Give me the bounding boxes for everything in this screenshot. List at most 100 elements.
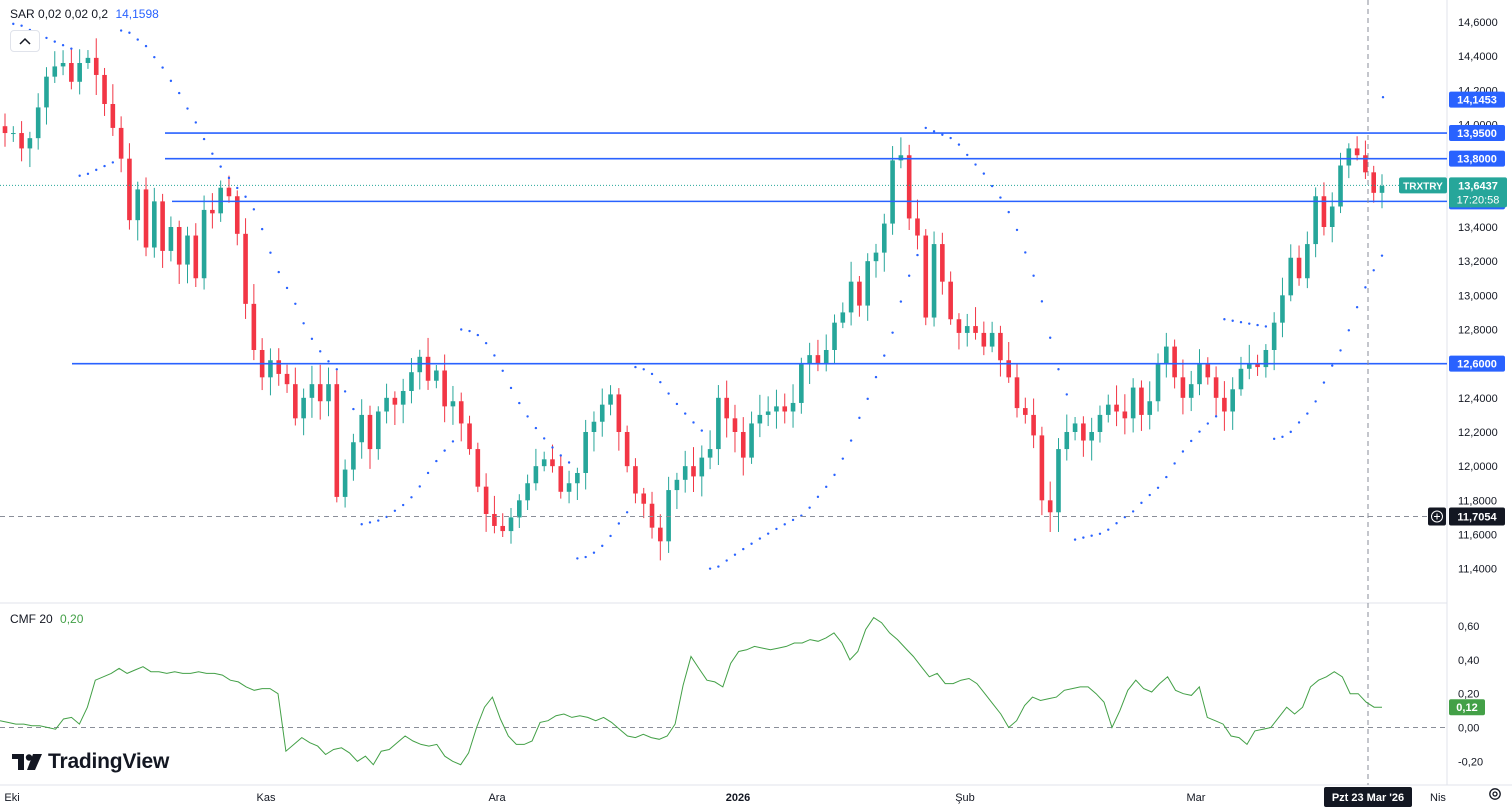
- sar-dot: [883, 354, 886, 357]
- candle-body: [915, 218, 920, 236]
- candle-body: [832, 322, 837, 350]
- sar-dot: [650, 372, 654, 376]
- sar-dot: [841, 457, 845, 460]
- sar-dot: [659, 380, 662, 384]
- sar-dot: [426, 471, 430, 475]
- candle-body: [624, 431, 630, 467]
- level-tag-bg: [1449, 355, 1505, 372]
- candle-body: [19, 133, 24, 149]
- sar-dot: [717, 565, 720, 568]
- candle-body: [1064, 431, 1070, 450]
- sar-dot: [775, 527, 778, 531]
- sar-dot: [61, 44, 65, 47]
- candle-body: [284, 373, 290, 385]
- plus-icon: [1434, 513, 1440, 520]
- candle-body: [458, 401, 464, 424]
- candle-body: [1329, 206, 1335, 227]
- candle-body: [583, 431, 588, 473]
- candle-body: [716, 397, 721, 450]
- candle-body: [1089, 431, 1094, 441]
- sar-dot: [1314, 400, 1317, 403]
- sar-dot: [418, 485, 421, 488]
- candle-body: [367, 414, 373, 450]
- sar-dot: [634, 365, 637, 369]
- candle-body: [1155, 363, 1161, 402]
- candle-body: [865, 261, 870, 306]
- sar-dot: [990, 184, 994, 188]
- sar-legend[interactable]: SAR 0,02 0,02 0,2 14,1598: [10, 7, 159, 21]
- sar-dot: [1289, 430, 1292, 434]
- sar-dot: [1007, 210, 1010, 214]
- axes: 14,600014,400014,200014,000013,800013,60…: [4, 17, 1497, 804]
- sar-dot: [1040, 300, 1044, 303]
- candle-body: [77, 62, 82, 82]
- candle-body: [118, 127, 124, 159]
- cmf-value: 0,20: [60, 612, 84, 626]
- sar-dot: [576, 557, 579, 560]
- time-axis-label: 2026: [726, 792, 750, 804]
- add-alert-button[interactable]: [1428, 507, 1446, 526]
- sar-dot: [700, 429, 703, 432]
- sar-dot: [1355, 306, 1359, 309]
- candle-body: [1097, 414, 1103, 432]
- candle-body: [1238, 368, 1244, 390]
- candle-body: [881, 223, 887, 253]
- sar-dot: [816, 495, 820, 499]
- sar-dot: [136, 38, 139, 41]
- sar-dot: [708, 567, 712, 570]
- grid: [0, 0, 1512, 786]
- candle-body: [906, 155, 912, 219]
- sar-dot: [874, 375, 878, 379]
- candle-body: [392, 397, 398, 405]
- cmf-legend[interactable]: CMF 20 0,20: [10, 612, 83, 626]
- sar-dot: [1107, 528, 1110, 531]
- time-axis-label: Nis: [1430, 792, 1446, 804]
- sar-dot: [1131, 510, 1135, 513]
- sar-dot: [1372, 269, 1375, 272]
- candle-body: [160, 201, 165, 251]
- tradingview-logo[interactable]: TradingView: [12, 750, 169, 774]
- candle-body: [226, 187, 232, 197]
- sar-dot: [377, 519, 380, 522]
- level-tag-bg: [1449, 125, 1505, 142]
- candle-body: [1014, 377, 1020, 409]
- sar-dot: [12, 22, 15, 26]
- sar-dot: [526, 415, 529, 418]
- cmf-line: [0, 616, 1382, 766]
- candle-body: [102, 74, 107, 104]
- last-price: 13,6437: [1458, 180, 1498, 192]
- sar-dot: [924, 126, 927, 130]
- sar-dot: [360, 523, 363, 526]
- price-tick-label: 14,4000: [1458, 51, 1498, 63]
- candle-body: [682, 466, 688, 480]
- crosshair-date-bg: [1324, 787, 1412, 807]
- sar-dot: [783, 523, 786, 526]
- sar-dot: [858, 416, 861, 420]
- settings-button[interactable]: [1486, 785, 1504, 803]
- candle-body: [649, 503, 655, 528]
- sar-dot: [1181, 450, 1185, 453]
- candle-body: [699, 457, 705, 477]
- candle-body: [10, 133, 16, 135]
- candle-body: [1263, 349, 1269, 368]
- candle-body: [317, 384, 323, 402]
- collapse-legend-button[interactable]: [10, 30, 40, 52]
- sar-dot: [941, 133, 944, 136]
- sar-dot: [625, 511, 629, 514]
- candle-body: [35, 107, 41, 139]
- sar-dot: [310, 337, 314, 341]
- sar-dot: [443, 449, 446, 452]
- candle-body: [351, 442, 356, 470]
- sar-dot: [916, 253, 919, 257]
- candle-body: [1222, 397, 1227, 412]
- sar-name: SAR: [10, 7, 35, 21]
- candle-body: [575, 472, 580, 484]
- sar-dot: [1239, 321, 1243, 324]
- price-tick-label: 11,6000: [1458, 529, 1497, 541]
- cmf-tick-label: 0,00: [1458, 723, 1479, 735]
- sar-dot: [750, 542, 753, 545]
- candle-body: [334, 384, 340, 497]
- sar-dot: [335, 368, 339, 371]
- sar-dot: [551, 446, 554, 449]
